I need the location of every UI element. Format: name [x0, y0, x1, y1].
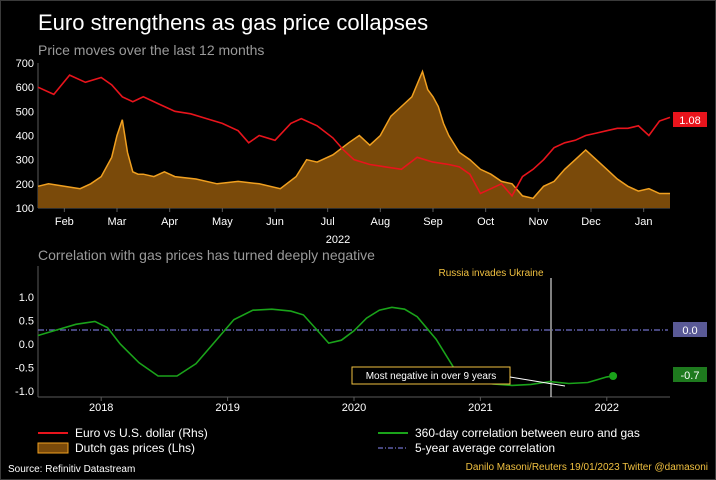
annotation-pointer — [509, 376, 566, 387]
annotation-text: Most negative in over 9 years — [366, 371, 497, 382]
chart-subtitle: Price moves over the last 12 months — [38, 42, 264, 58]
chart-title: Euro strengthens as gas price collapses — [38, 10, 428, 35]
bottom-x-tick-label: 2021 — [468, 402, 492, 414]
average-end-badge-bg — [673, 322, 707, 337]
top-x-tick-label: Nov — [529, 216, 549, 228]
euro-end-badge: 1.08 — [673, 112, 707, 127]
bottom-y-ticks: 1.0 0.5 0.0 -0.5 -1.0 — [15, 292, 34, 398]
top-y-tick-label: 500 — [16, 106, 34, 118]
bottom-y-tick-label: 1.0 — [19, 292, 34, 304]
top-x-tick-label: Feb — [55, 216, 74, 228]
bottom-y-tick-label: -0.5 — [15, 363, 34, 375]
average-end-label: 0.0 — [682, 325, 697, 337]
correlation-title: Correlation with gas prices has turned d… — [38, 247, 375, 263]
bottom-panel: 1.0 0.5 0.0 -0.5 -1.0 2018 2019 2020 2021 2022 R… — [15, 266, 707, 414]
bottom-y-tick-label: 0.0 — [19, 339, 34, 351]
top-x-tick-label: May — [212, 216, 233, 228]
annotation-box-border — [351, 366, 511, 385]
credit-note: Danilo Masoni/Reuters 19/01/2023 Twitter… — [466, 462, 708, 473]
legend-corr-label: 360-day correlation between euro and gas — [415, 426, 640, 440]
correlation-end-badge-bg — [673, 367, 707, 382]
source-note: Source: Refinitiv Datastream — [8, 464, 135, 475]
correlation-end-label: -0.7 — [681, 370, 700, 382]
euro-dollar-line — [37, 74, 671, 198]
top-x-tick-label: Apr — [161, 216, 178, 228]
top-y-ticks: 100 200 300 400 500 600 700 — [16, 58, 34, 215]
gas-price-line — [37, 69, 670, 200]
top-y-tick-label: 100 — [16, 203, 34, 215]
top-x-tick-label: Sep — [423, 216, 443, 228]
euro-end-badge-bg — [673, 112, 707, 127]
legend-gas-swatch — [37, 442, 69, 454]
top-x-tick-label: Dec — [581, 216, 601, 228]
top-x-tick-label: Oct — [477, 216, 494, 228]
top-x-tick-label: Jul — [321, 216, 335, 228]
legend-euro-label: Euro vs U.S. dollar (Rhs) — [75, 426, 208, 440]
correlation-line — [37, 306, 614, 387]
top-x-tick-label: Jan — [635, 216, 653, 228]
top-y-tick-label: 300 — [16, 155, 34, 167]
correlation-end-dot — [609, 372, 618, 380]
euro-end-label: 1.08 — [679, 115, 700, 127]
legend-avg-label: 5-year average correlation — [415, 441, 555, 455]
bottom-x-tick-label: 2020 — [342, 402, 366, 414]
top-panel: 100 200 300 400 500 600 700 Feb Mar Apr May Jun Jul… — [16, 58, 707, 246]
annotation-box: Most negative in over 9 years — [351, 366, 566, 387]
invasion-label: Russia invades Ukraine — [438, 268, 543, 279]
average-end-badge: 0.0 — [673, 322, 707, 337]
bottom-x-tick-label: 2018 — [89, 402, 113, 414]
bottom-y-tick-label: -1.0 — [15, 386, 34, 398]
correlation-end-badge: -0.7 — [673, 367, 707, 382]
bottom-y-tick-label: 0.5 — [19, 316, 34, 328]
top-y-tick-label: 200 — [16, 179, 34, 191]
top-y-tick-label: 700 — [16, 58, 34, 70]
top-x-tick-label: Mar — [108, 216, 127, 228]
legend: Euro vs U.S. dollar (Rhs) Dutch gas pric… — [37, 426, 640, 455]
top-x-ticks: Feb Mar Apr May Jun Jul Aug Sep Oct Nov Dec Jan — [55, 208, 653, 228]
bottom-x-tick-label: 2022 — [595, 402, 619, 414]
bottom-x-tick-label: 2019 — [215, 402, 239, 414]
legend-gas-label: Dutch gas prices (Lhs) — [75, 441, 195, 455]
bottom-x-ticks: 2018 2019 2020 2021 2022 — [89, 397, 619, 414]
top-y-tick-label: 600 — [16, 82, 34, 94]
top-y-tick-label: 400 — [16, 131, 34, 143]
top-year-label: 2022 — [326, 234, 350, 246]
top-x-tick-label: Jun — [266, 216, 284, 228]
top-x-tick-label: Aug — [371, 216, 391, 228]
